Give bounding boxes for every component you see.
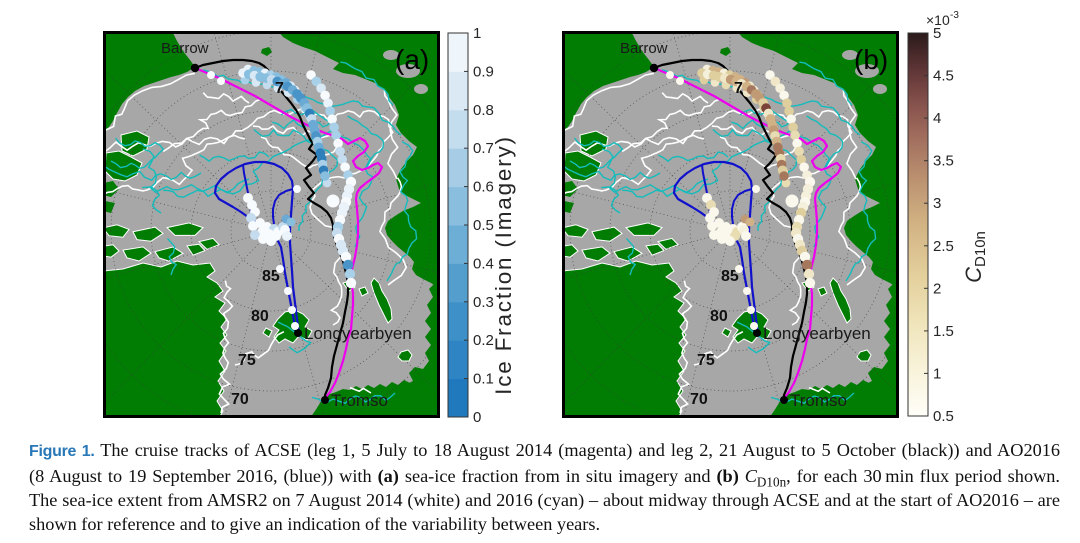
- svg-text:0.5: 0.5: [473, 217, 494, 234]
- svg-text:Ice Fraction (Imagery): Ice Fraction (Imagery): [491, 135, 516, 395]
- svg-text:(a): (a): [395, 44, 429, 75]
- svg-text:0.8: 0.8: [473, 102, 494, 119]
- svg-text:0.4: 0.4: [473, 255, 494, 272]
- svg-text:4: 4: [933, 110, 941, 127]
- svg-text:2.5: 2.5: [933, 238, 954, 255]
- svg-text:2: 2: [933, 280, 941, 297]
- svg-text:1.5: 1.5: [933, 323, 954, 340]
- svg-text:3.5: 3.5: [933, 153, 954, 170]
- svg-text:0.7: 0.7: [473, 140, 494, 157]
- svg-text:1: 1: [933, 365, 941, 382]
- svg-text:4.5: 4.5: [933, 68, 954, 85]
- svg-text:0.3: 0.3: [473, 294, 494, 311]
- svg-text:0.2: 0.2: [473, 332, 494, 349]
- svg-text:3: 3: [933, 195, 941, 212]
- svg-text:0.6: 0.6: [473, 179, 494, 196]
- svg-text:0.9: 0.9: [473, 63, 494, 80]
- svg-text:0.5: 0.5: [933, 408, 954, 425]
- svg-text:7: 7: [275, 80, 284, 97]
- svg-text:-3: -3: [950, 10, 959, 21]
- svg-text:1: 1: [473, 25, 481, 42]
- svg-text:5: 5: [933, 25, 941, 42]
- svg-text:7: 7: [734, 80, 743, 97]
- svg-text:0.1: 0.1: [473, 371, 494, 388]
- svg-text:×10: ×10: [926, 12, 950, 28]
- svg-text:(b): (b): [854, 44, 888, 75]
- svg-text:0: 0: [473, 409, 481, 426]
- svg-text:CD10n: CD10n: [961, 231, 989, 283]
